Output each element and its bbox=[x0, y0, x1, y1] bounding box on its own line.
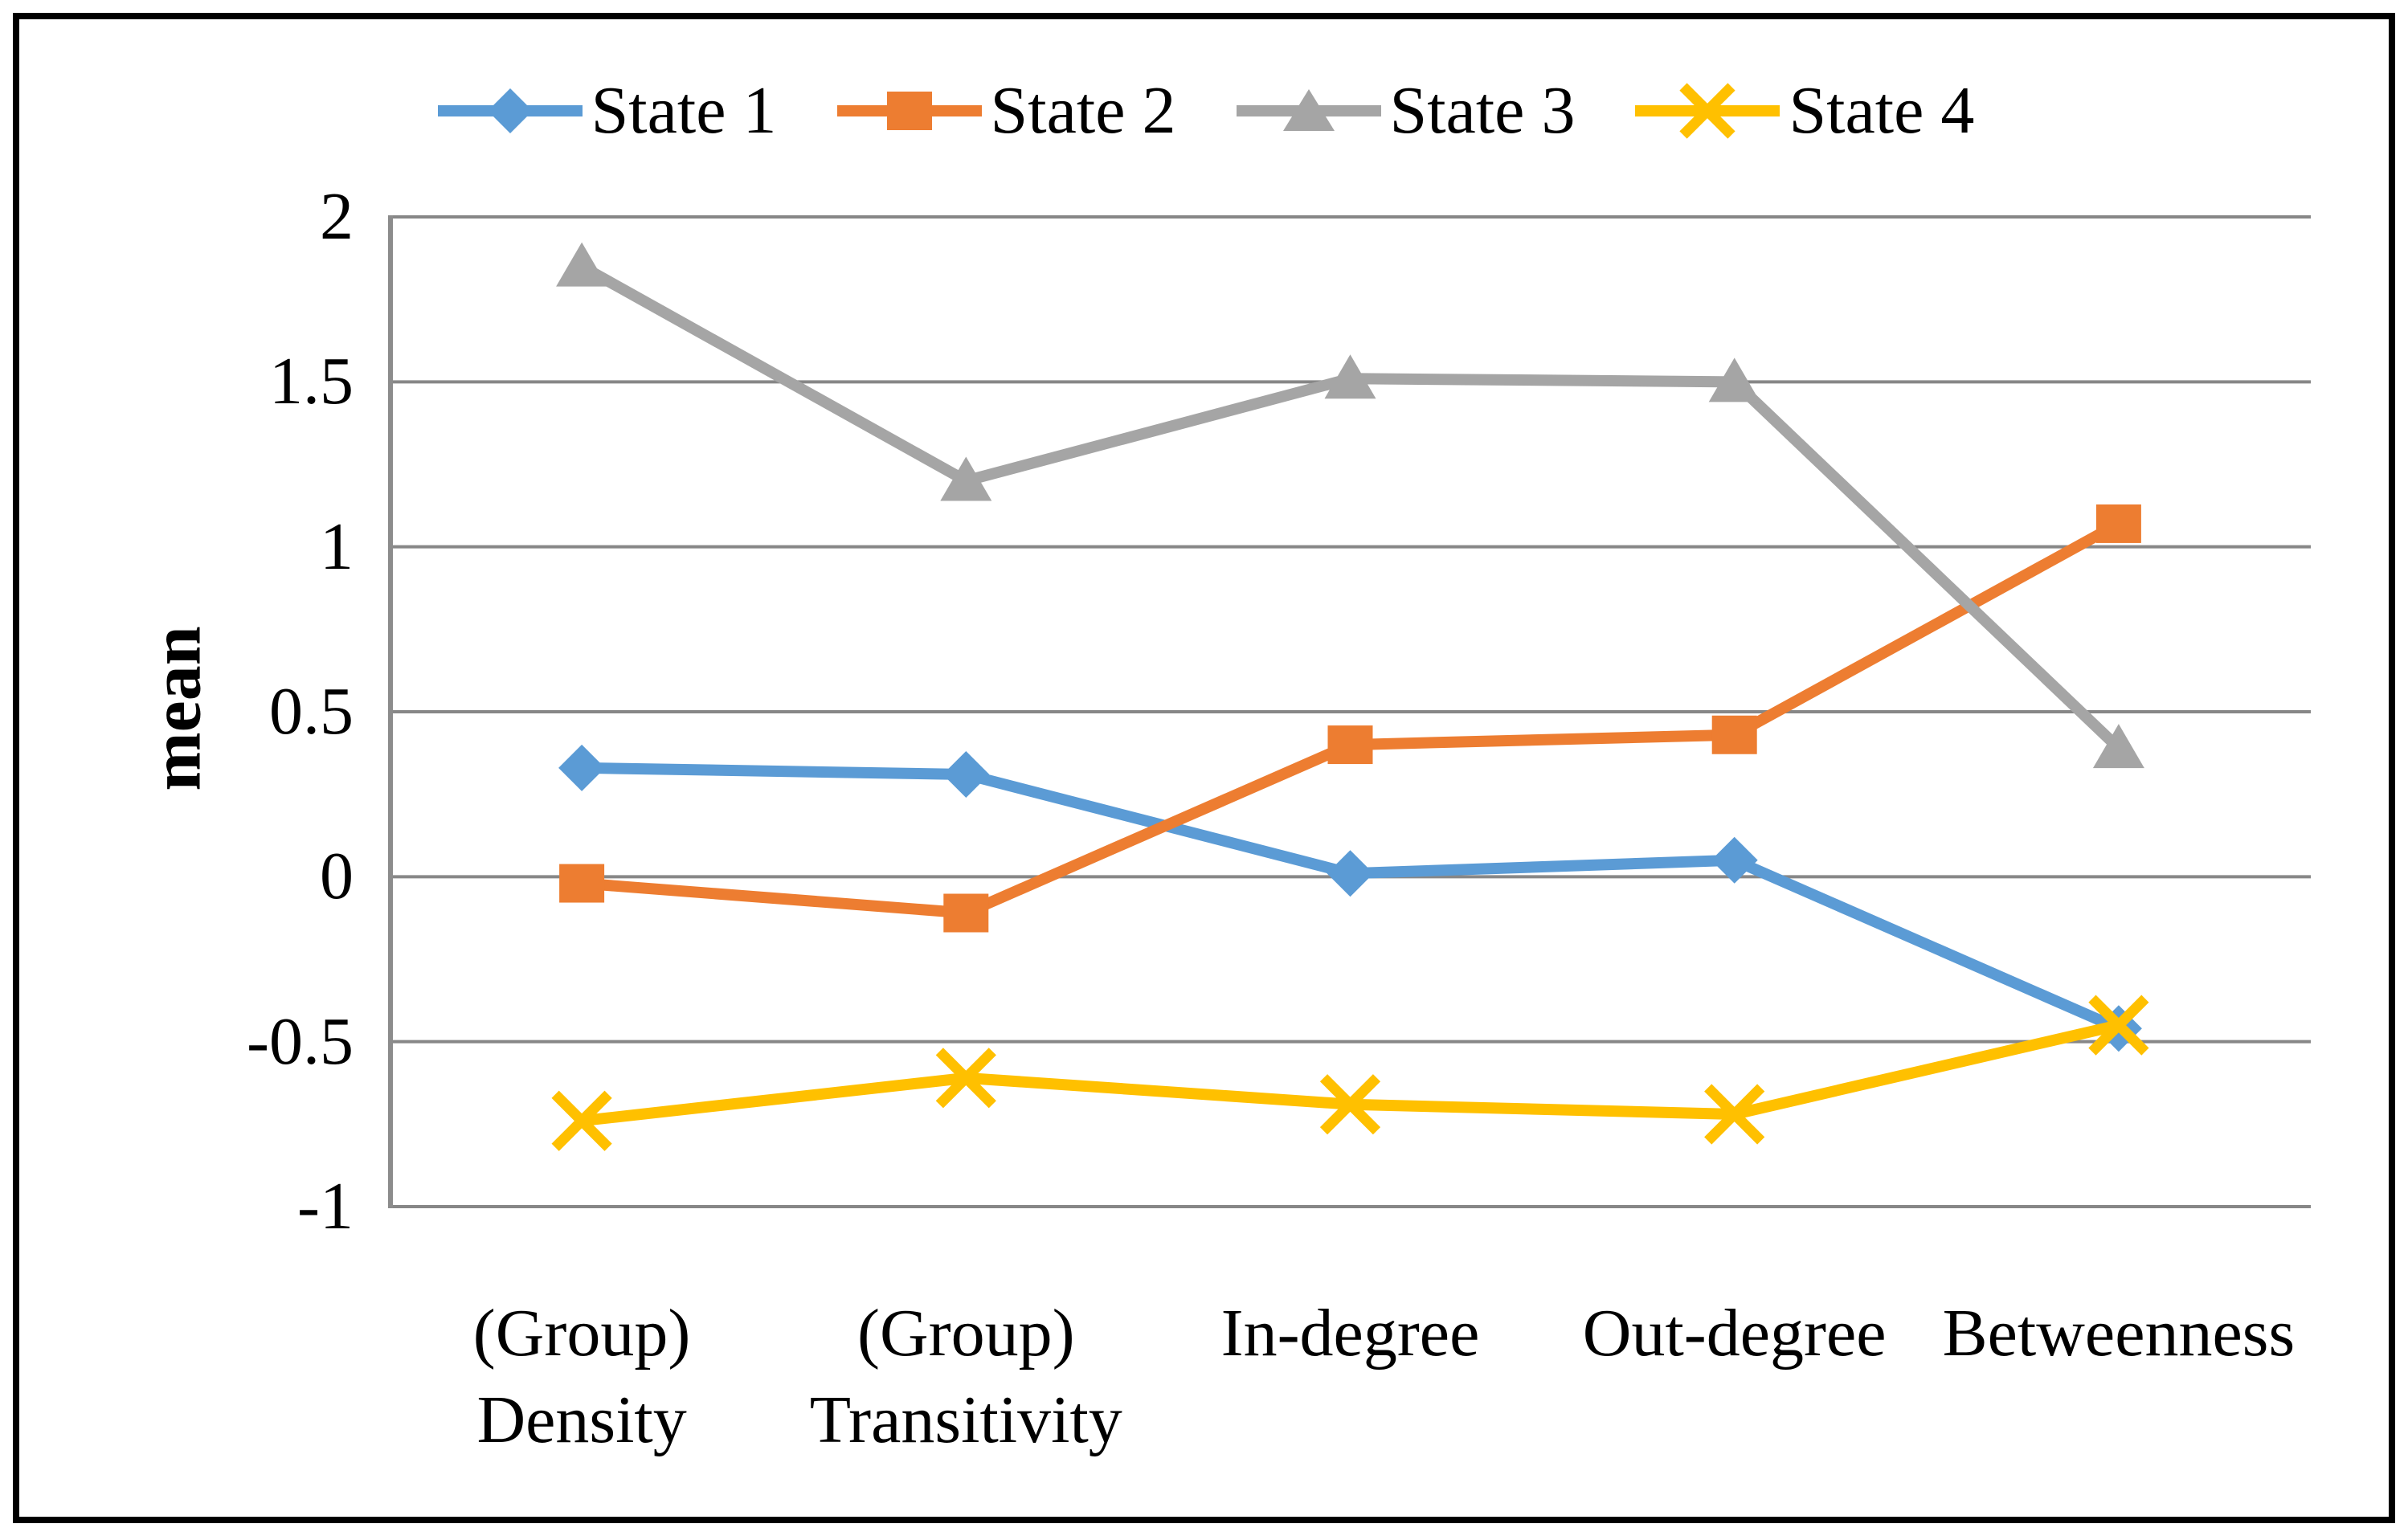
x-category-label: In-degree bbox=[1220, 1296, 1480, 1371]
x-category-label: Betweenness bbox=[1942, 1296, 2296, 1371]
point-marker-square bbox=[1711, 715, 1757, 754]
point-marker-triangle bbox=[940, 456, 992, 501]
y-tick-label: 0.5 bbox=[269, 674, 354, 749]
legend: State 1 State 2 State 3 State 4 bbox=[0, 77, 2408, 145]
x-category-label: (Group) Density bbox=[472, 1296, 691, 1457]
legend-marker-diamond-icon bbox=[437, 88, 583, 133]
x-category-label: Out-degree bbox=[1582, 1296, 1887, 1371]
point-marker-x bbox=[935, 1048, 996, 1109]
point-marker-square bbox=[1327, 725, 1373, 765]
legend-marker-triangle-icon bbox=[1236, 89, 1381, 131]
point-marker-triangle bbox=[1708, 357, 1760, 402]
point-marker-diamond bbox=[1711, 836, 1758, 884]
point-marker-square bbox=[2095, 504, 2141, 543]
point-marker-triangle bbox=[1324, 354, 1376, 399]
x-category-label: (Group) Transitivity bbox=[809, 1296, 1122, 1457]
y-tick-label: 1 bbox=[320, 509, 354, 584]
legend-marker-x-icon bbox=[1635, 83, 1780, 139]
legend-item-state-2: State 2 bbox=[833, 77, 1176, 145]
legend-label: State 3 bbox=[1389, 73, 1576, 148]
point-marker-square bbox=[559, 864, 605, 903]
y-tick-label: 2 bbox=[320, 179, 354, 254]
point-marker-diamond bbox=[942, 751, 990, 799]
y-tick-label: 0 bbox=[320, 839, 354, 914]
point-marker-triangle bbox=[556, 242, 608, 287]
legend-item-state-3: State 3 bbox=[1233, 73, 1576, 148]
legend-label: State 2 bbox=[990, 73, 1176, 148]
y-tick-label: -1 bbox=[297, 1169, 354, 1244]
point-marker-diamond bbox=[558, 744, 606, 791]
legend-item-state-1: State 1 bbox=[434, 77, 777, 145]
point-marker-diamond bbox=[1327, 850, 1374, 897]
series-line-state-3 bbox=[578, 261, 2123, 753]
point-marker-x bbox=[1704, 1084, 1765, 1145]
y-tick-label: -0.5 bbox=[247, 1003, 354, 1079]
chart-border bbox=[13, 13, 2395, 1523]
legend-marker-square-icon bbox=[836, 92, 982, 130]
point-marker-x bbox=[1319, 1074, 1381, 1135]
point-marker-x bbox=[551, 1090, 612, 1151]
y-tick-label: 1.5 bbox=[269, 344, 354, 419]
point-marker-square bbox=[943, 893, 989, 933]
point-marker-triangle bbox=[2092, 724, 2144, 769]
point-marker-x bbox=[2088, 995, 2149, 1056]
legend-label: State 4 bbox=[1789, 73, 1975, 148]
legend-item-state-4: State 4 bbox=[1631, 77, 1974, 145]
legend-label: State 1 bbox=[591, 73, 777, 148]
